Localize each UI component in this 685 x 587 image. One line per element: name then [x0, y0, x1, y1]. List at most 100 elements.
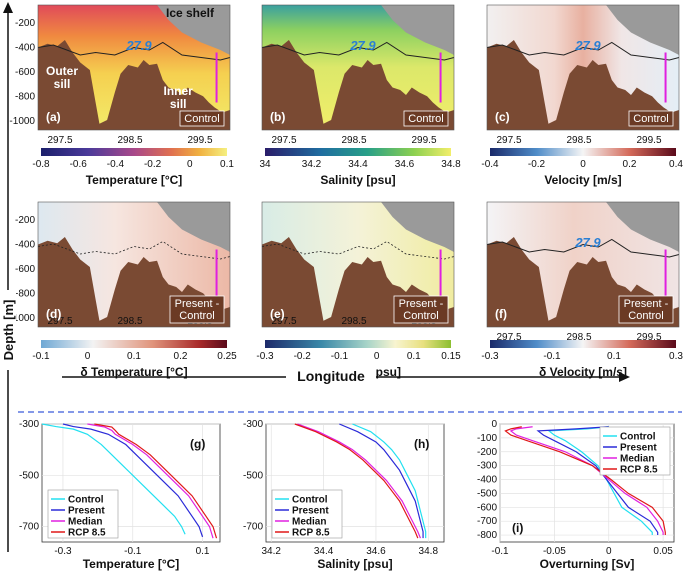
y-tick-label: -300	[477, 461, 497, 472]
colorbar-tick-label: -0.1	[543, 351, 561, 362]
colorbar-tick-label: -0.2	[294, 351, 312, 362]
seafloor-bathymetry	[262, 40, 454, 130]
section-panel-b: 27.9 297.5 298.5 299.5 (b) Control 34 34.2 34.4 3…	[259, 4, 461, 187]
longitude-arrowhead	[619, 372, 630, 382]
legend-label: Control	[620, 432, 656, 443]
colorbar-tick-label: 0.1	[407, 351, 421, 362]
longitude-tick-label: 298.5	[341, 316, 366, 327]
colorbar-tick-label: 34.2	[302, 159, 322, 170]
colorbar-label: Velocity [m/s]	[544, 173, 621, 187]
longitude-tick-label: 298.5	[566, 135, 591, 146]
panel-frame	[37, 4, 231, 131]
profile-chart-g: -0.3 -0.1 0.1 -300 -500 -700 Temperature [°C] (…	[19, 419, 221, 571]
isopycnal-line	[261, 41, 455, 61]
x-axis-label: Temperature [°C]	[83, 557, 180, 571]
inner-sill-label: sill	[170, 97, 187, 111]
colorbar-tick-label: 0	[580, 159, 586, 170]
longitude-tick-label: 297.5	[47, 135, 72, 146]
y-tick-label: -400	[477, 475, 497, 486]
colorbar-tick-label: 0.1	[607, 351, 621, 362]
x-axis-label: Overturning [Sv]	[540, 557, 635, 571]
colorbar-tick-label: -0.1	[32, 351, 50, 362]
panel-frame	[261, 4, 455, 131]
depth-tick-label: -1000	[9, 116, 35, 127]
profile-charts: -0.3 -0.1 0.1 -300 -500 -700 Temperature [°C] (…	[19, 419, 675, 571]
series-line-present	[536, 426, 659, 536]
y-tick-label: -300	[243, 419, 263, 430]
scenario-label: Present -	[624, 298, 669, 310]
legend-label: RCP 8.5	[620, 465, 658, 476]
depth-tick-label: -600	[15, 264, 35, 275]
legend-label: RCP 8.5	[68, 528, 106, 539]
panel-letter: (c)	[495, 110, 510, 124]
colorbar-tick-label: 0.2	[623, 159, 637, 170]
scenario-label: Control	[184, 113, 219, 125]
panel-letter: (f)	[495, 307, 507, 321]
legend	[271, 489, 343, 539]
y-tick-label: -500	[19, 470, 39, 481]
y-tick-label: -100	[477, 433, 497, 444]
scenario-label: Control	[403, 310, 438, 322]
colorbar-tick-label: -0.4	[107, 159, 125, 170]
seafloor-bathymetry	[38, 40, 230, 130]
x-tick-label: 34.6	[366, 546, 386, 557]
scenario-label: Control	[408, 113, 443, 125]
y-tick-label: -500	[243, 470, 263, 481]
legend-label: Control	[292, 495, 328, 506]
x-tick-label: 0	[606, 546, 612, 557]
legend-label: Median	[68, 517, 102, 528]
longitude-label: Longitude	[297, 368, 365, 384]
colorbar-tick-label: 0.3	[669, 351, 683, 362]
panel-frame	[486, 4, 680, 131]
colorbar-tick-label: 0.2	[174, 351, 188, 362]
colorbar	[265, 148, 451, 156]
panel-frame	[261, 201, 455, 328]
panel-frame	[37, 201, 231, 328]
ice-shelf-label: Ice shelf	[166, 6, 215, 20]
series-line-control	[352, 423, 427, 539]
scenario-label: Present -	[399, 298, 444, 310]
x-tick-label: 34.2	[262, 546, 282, 557]
panel-letter: (i)	[512, 521, 523, 535]
x-tick-label: -0.1	[491, 546, 509, 557]
panel-letter: (b)	[270, 110, 285, 124]
outer-sill-label: sill	[54, 77, 71, 91]
longitude-tick-label: 297.5	[271, 316, 296, 327]
legend-label: Present	[68, 506, 105, 517]
y-tick-label: -500	[477, 488, 497, 499]
scenario-box	[618, 295, 674, 324]
isopycnal-label: 27.9	[125, 38, 152, 53]
colorbar-tick-label: 0.25	[217, 351, 237, 362]
scenario-label: Control	[633, 113, 668, 125]
longitude-tick-label: 297.5	[496, 135, 521, 146]
longitude-tick-label: 298.5	[566, 332, 591, 343]
section-panel-f: 27.9 297.5 298.5 299.5 (f) Present -Control -0…	[481, 201, 683, 379]
panel-letter: (h)	[414, 437, 429, 451]
colorbar-tick-label: 0.1	[127, 351, 141, 362]
longitude-tick-label: 299.5	[411, 135, 436, 146]
depth-tick-label: -400	[15, 240, 35, 251]
y-tick-label: -700	[243, 522, 263, 533]
colorbar-tick-label: -0.3	[256, 351, 274, 362]
colorbar-tick-label: -0.1	[331, 351, 349, 362]
colorbar-tick-label: 0	[374, 351, 380, 362]
colorbar	[490, 148, 676, 156]
series-line-median	[87, 423, 214, 539]
isopycnal-label: 27.9	[349, 38, 376, 53]
isopycnal-line	[486, 41, 680, 61]
series-line-rcp-8-5	[504, 426, 666, 536]
colorbar-tick-label: 0.15	[441, 351, 461, 362]
longitude-tick-label: 299.5	[636, 135, 661, 146]
depth-tick-label: -200	[15, 18, 35, 29]
contour-line	[37, 241, 231, 260]
ice-shelf	[381, 202, 454, 252]
legend	[599, 426, 671, 476]
colorbar-label: δ Temperature [°C]	[80, 365, 187, 379]
ice-shelf	[157, 5, 230, 55]
scenario-label: Present -	[175, 298, 220, 310]
x-tick-label: -0.3	[54, 546, 72, 557]
section-panel-c: 27.9 297.5 298.5 299.5 (c) Control -0.4 -0.2 0 0.…	[481, 4, 683, 187]
colorbar-tick-label: 34	[259, 159, 271, 170]
